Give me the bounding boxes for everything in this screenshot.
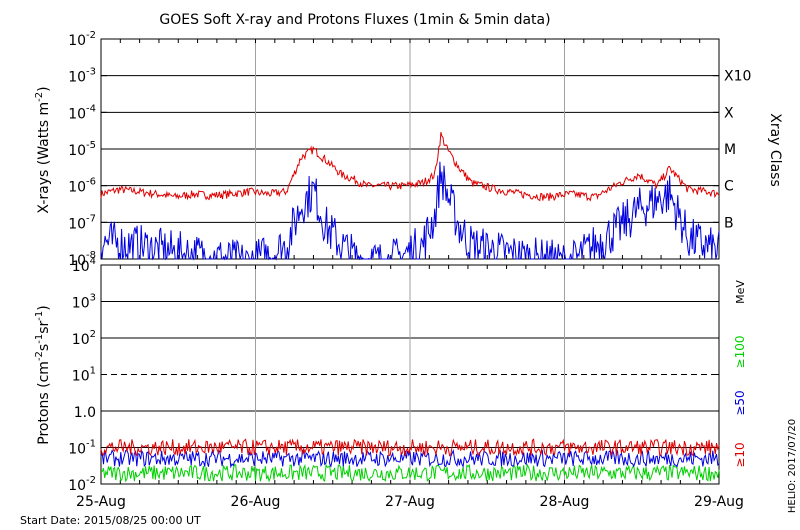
proton-y-tick-label: 103: [72, 293, 96, 312]
proton-ylabel-exp3: -1: [34, 311, 45, 321]
start-date-label: Start Date: 2015/08/25 00:00 UT: [20, 514, 201, 527]
xray-y-tick-label: 10-7: [68, 213, 96, 232]
proton-ylabel-exp1: -2: [34, 351, 45, 361]
proton-y-tick-label: 104: [72, 256, 96, 275]
xray-y-tick-label: 10-5: [68, 140, 96, 159]
xray-y-axis-label: X-rays (Watts m-2): [34, 86, 52, 213]
proton-y-axis-label: Protons (cm-2s-1sr-1): [34, 305, 52, 444]
xray-class-label: X10: [724, 69, 751, 85]
credit-label: HELIO: 2017/07/20: [787, 419, 798, 513]
proton-legend-label: ≥10: [733, 442, 747, 467]
xray-class-label: B: [724, 215, 734, 231]
xray-ylabel-exp: -2: [34, 92, 45, 102]
xray-y-tick-label: 10-4: [68, 103, 96, 122]
proton-legend-label: ≥100: [733, 336, 747, 369]
proton-series-0: [100, 463, 720, 483]
x-tick-label: 27-Aug: [385, 494, 435, 510]
xray-y-tick-label: 10-6: [68, 177, 96, 196]
xray-y-tick-label: 10-8: [68, 250, 96, 269]
x-tick-label: 26-Aug: [231, 494, 281, 510]
proton-ylabel-mid2: sr: [36, 320, 52, 333]
proton-series-1: [100, 448, 720, 469]
proton-ylabel-mid: s: [36, 344, 52, 351]
xray-class-axis-label: Xray Class: [767, 113, 783, 187]
x-tick-label: 25-Aug: [76, 494, 126, 510]
xray-y-tick-label: 10-3: [68, 67, 96, 86]
proton-y-tick-label: 10-2: [68, 475, 96, 494]
x-tick-label: 29-Aug: [694, 494, 744, 510]
xray-ylabel-close: ): [36, 86, 52, 91]
proton-ylabel-main: Protons (cm: [36, 361, 52, 445]
xray-series-0: [100, 131, 720, 202]
xray-y-tick-label: 10-2: [68, 30, 96, 49]
xray-class-label: C: [724, 179, 734, 195]
chart-title: GOES Soft X-ray and Protons Fluxes (1min…: [159, 12, 550, 28]
xray-class-label: X: [724, 105, 734, 121]
mev-label: MeV: [734, 280, 747, 304]
proton-y-tick-label: 10-1: [68, 439, 96, 458]
proton-series-2: [100, 438, 720, 457]
proton-ylabel-close: ): [36, 305, 52, 310]
x-tick-label: 28-Aug: [540, 494, 590, 510]
proton-y-tick-label: 1.0: [74, 405, 96, 421]
xray-series-1: [100, 161, 720, 261]
proton-legend-label: ≥50: [733, 390, 747, 415]
proton-y-tick-label: 102: [72, 329, 96, 348]
proton-y-tick-label: 101: [72, 366, 96, 385]
proton-ylabel-exp2: -1: [34, 334, 45, 344]
xray-ylabel-main: X-rays (Watts m: [36, 102, 52, 214]
xray-class-label: M: [724, 142, 736, 158]
